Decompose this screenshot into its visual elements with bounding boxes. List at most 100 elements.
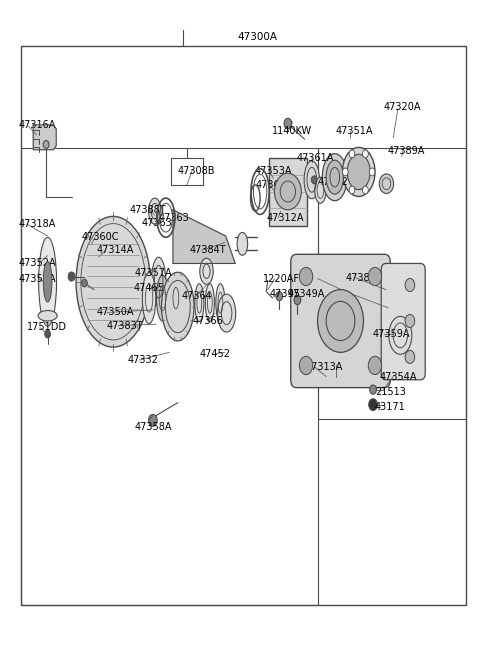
Circle shape	[370, 385, 376, 394]
Ellipse shape	[216, 284, 225, 322]
Text: 47312A: 47312A	[266, 213, 304, 223]
Ellipse shape	[195, 284, 204, 322]
Text: 47351A: 47351A	[336, 126, 373, 136]
Circle shape	[369, 399, 377, 411]
Circle shape	[405, 278, 415, 291]
Ellipse shape	[156, 275, 168, 321]
Circle shape	[312, 176, 317, 183]
Bar	[21, 148, 318, 605]
Ellipse shape	[39, 237, 57, 326]
Text: 47318A: 47318A	[19, 219, 56, 229]
Text: 21513: 21513	[375, 386, 406, 396]
Ellipse shape	[323, 154, 347, 200]
Ellipse shape	[200, 258, 213, 284]
Text: 47332: 47332	[128, 355, 158, 365]
Circle shape	[349, 186, 355, 194]
Text: 47350A: 47350A	[96, 307, 134, 318]
Text: 47465: 47465	[134, 283, 165, 293]
Circle shape	[349, 150, 355, 158]
Text: 47389A: 47389A	[387, 146, 425, 156]
Text: 47313A: 47313A	[306, 362, 343, 372]
Ellipse shape	[217, 294, 236, 332]
Circle shape	[149, 415, 157, 426]
Text: 47386T: 47386T	[345, 273, 382, 283]
Circle shape	[362, 150, 368, 158]
Text: 47360C: 47360C	[81, 233, 119, 242]
Ellipse shape	[43, 257, 53, 307]
Circle shape	[368, 356, 382, 375]
Text: 47320A: 47320A	[384, 102, 421, 111]
Circle shape	[405, 314, 415, 328]
Circle shape	[300, 267, 313, 286]
Ellipse shape	[347, 155, 370, 189]
Circle shape	[275, 174, 301, 210]
Text: 47359A: 47359A	[373, 329, 410, 339]
Circle shape	[294, 295, 301, 305]
Text: 47358A: 47358A	[135, 422, 172, 432]
Text: 47357A: 47357A	[135, 269, 172, 278]
Text: 47361A: 47361A	[297, 153, 334, 162]
Ellipse shape	[379, 174, 394, 193]
Bar	[318, 148, 466, 419]
Circle shape	[68, 272, 75, 281]
Circle shape	[43, 141, 49, 149]
Text: 47364: 47364	[181, 291, 212, 301]
Text: 47355A: 47355A	[19, 274, 57, 284]
Circle shape	[318, 290, 363, 352]
Ellipse shape	[342, 147, 375, 196]
Text: 43171: 43171	[375, 402, 406, 412]
Ellipse shape	[38, 310, 57, 321]
Text: 47349A: 47349A	[288, 288, 325, 299]
Text: 47352A: 47352A	[19, 259, 57, 269]
Text: 47452: 47452	[199, 348, 230, 359]
Text: 47363: 47363	[158, 213, 190, 223]
Text: 47388T: 47388T	[130, 205, 167, 215]
Circle shape	[368, 267, 382, 286]
Circle shape	[405, 350, 415, 364]
Text: 47308B: 47308B	[178, 166, 216, 176]
Ellipse shape	[76, 216, 150, 347]
Text: 47363I: 47363I	[255, 180, 289, 190]
Ellipse shape	[304, 161, 320, 198]
FancyBboxPatch shape	[291, 254, 390, 388]
Polygon shape	[173, 210, 235, 263]
Text: 1220AF: 1220AF	[263, 274, 300, 284]
Ellipse shape	[205, 284, 215, 322]
Ellipse shape	[143, 272, 156, 324]
Bar	[21, 47, 466, 605]
Ellipse shape	[237, 233, 248, 255]
Text: 47395: 47395	[270, 288, 300, 299]
Circle shape	[362, 186, 368, 194]
Text: 47354A: 47354A	[380, 371, 417, 381]
Ellipse shape	[389, 316, 412, 354]
Ellipse shape	[149, 198, 161, 224]
Bar	[170, 158, 203, 185]
Ellipse shape	[152, 257, 166, 307]
Text: 47353A: 47353A	[254, 166, 292, 176]
Circle shape	[82, 279, 87, 287]
Text: 47383T: 47383T	[107, 320, 144, 331]
Text: 47316A: 47316A	[19, 120, 56, 130]
Circle shape	[369, 168, 375, 176]
Polygon shape	[33, 125, 56, 150]
Text: 47384T: 47384T	[190, 246, 227, 255]
Text: 1140KW: 1140KW	[272, 126, 312, 136]
Bar	[269, 158, 307, 225]
Text: 1751DD: 1751DD	[27, 322, 67, 333]
Text: 47366: 47366	[192, 316, 223, 326]
Text: 47363: 47363	[142, 218, 173, 228]
Ellipse shape	[315, 177, 326, 203]
Text: 47362: 47362	[318, 178, 348, 187]
Circle shape	[342, 168, 348, 176]
Ellipse shape	[326, 160, 343, 194]
Ellipse shape	[161, 272, 194, 341]
Ellipse shape	[41, 248, 54, 316]
Text: 47300A: 47300A	[238, 31, 277, 42]
Circle shape	[300, 356, 313, 375]
Circle shape	[276, 291, 283, 301]
Ellipse shape	[170, 278, 181, 318]
Circle shape	[284, 119, 292, 129]
Text: 47314A: 47314A	[96, 246, 134, 255]
FancyBboxPatch shape	[381, 263, 425, 380]
Ellipse shape	[43, 261, 52, 302]
